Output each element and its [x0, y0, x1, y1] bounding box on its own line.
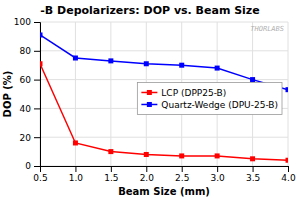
y-tick-label: 0: [25, 161, 31, 171]
x-axis-title: Beam Size (mm): [118, 186, 210, 197]
y-tick-label: 40: [20, 104, 32, 114]
series-marker: [73, 140, 78, 145]
x-tick-label: 0.5: [33, 173, 47, 183]
x-tick-mark: [146, 166, 147, 172]
series-marker: [215, 66, 220, 71]
x-tick: 3.5: [246, 166, 260, 183]
y-grid-line: [40, 50, 288, 51]
x-grid-line: [288, 22, 289, 166]
series-marker: [40, 61, 43, 66]
y-tick-mark: [34, 22, 40, 23]
series-marker: [286, 158, 289, 163]
y-tick: 80: [20, 46, 40, 56]
chart-svg: 0.5 1.0 1.5 2.0 2.5 3.0 3.5 4.0 0 20 40 60 80 100 THOR…: [0, 0, 300, 200]
y-tick: 100: [14, 17, 40, 27]
annotation: THORLABS: [250, 25, 284, 33]
legend: LCP (DPP25-B) Quartz-Wedge (DPU-25-B): [137, 82, 282, 114]
series-marker: [73, 56, 78, 61]
series-marker: [108, 58, 113, 63]
chart-container: 0.5 1.0 1.5 2.0 2.5 3.0 3.5 4.0 0 20 40 60 80 100 THOR…: [0, 0, 300, 200]
x-axis-line: [41, 167, 289, 173]
x-tick-label: 3.0: [210, 173, 225, 183]
grid: [40, 22, 288, 166]
series-marker: [179, 63, 184, 68]
x-tick-mark: [288, 166, 289, 172]
series-marker: [108, 149, 113, 154]
x-tick-mark: [253, 166, 254, 172]
series-marker: [40, 32, 43, 37]
x-tick: 1.0: [69, 166, 84, 183]
x-tick-mark: [111, 166, 112, 172]
series-marker: [286, 87, 289, 92]
y-tick-mark: [34, 166, 40, 167]
legend-label: LCP (DPP25-B): [161, 88, 226, 98]
x-tick: 2.0: [140, 166, 155, 183]
x-grid-line: [110, 22, 111, 166]
title: -B Depolarizers: DOP vs. Beam Size: [40, 4, 259, 17]
x-tick-mark: [217, 166, 218, 172]
y-tick-label: 80: [20, 46, 32, 56]
legend-box: [137, 82, 282, 114]
y-tick: 60: [20, 75, 40, 85]
series-marker: [179, 153, 184, 158]
y-tick-mark: [34, 51, 40, 52]
x-tick-label: 2.0: [140, 173, 155, 183]
y-axis: 0 20 40 60 80 100: [14, 17, 41, 171]
x-tick-label: 4.0: [281, 173, 296, 183]
y-tick-label: 60: [20, 75, 32, 85]
y-tick-label: 100: [14, 17, 31, 27]
plot-area: 0.5 1.0 1.5 2.0 2.5 3.0 3.5 4.0 0 20 40 60 80 100 THOR…: [14, 17, 296, 183]
series-line: [40, 35, 288, 90]
series-marker: [250, 77, 255, 82]
x-tick-label: 1.0: [69, 173, 84, 183]
x-axis: 0.5 1.0 1.5 2.0 2.5 3.0 3.5 4.0: [33, 166, 296, 183]
legend-marker: [147, 90, 152, 95]
x-tick-mark: [182, 166, 183, 172]
x-tick: 0.5: [33, 166, 47, 183]
x-tick: 3.0: [210, 166, 225, 183]
marks: [40, 32, 288, 162]
legend-marker: [147, 102, 152, 107]
y-tick: 40: [20, 104, 40, 114]
series-marker: [144, 61, 149, 66]
x-tick: 1.5: [104, 166, 118, 183]
x-tick: 2.5: [175, 166, 189, 183]
series-line: [40, 64, 288, 160]
x-tick-label: 3.5: [246, 173, 260, 183]
x-tick-label: 2.5: [175, 173, 189, 183]
y-tick-mark: [34, 137, 40, 138]
y-grid-line: [40, 22, 288, 23]
x-tick: 4.0: [281, 166, 296, 183]
legend-entry: Quartz-Wedge (DPU-25-B): [141, 100, 278, 110]
y-axis-line: [34, 23, 41, 167]
x-tick-label: 1.5: [104, 173, 118, 183]
legend-entry: LCP (DPP25-B): [141, 88, 226, 98]
x-tick-mark: [75, 166, 76, 172]
y-tick: 0: [25, 161, 40, 171]
y-tick-label: 20: [20, 133, 32, 143]
y-grid-line: [40, 137, 288, 138]
y-axis-title: DOP (%): [2, 71, 13, 118]
y-tick-mark: [34, 108, 40, 109]
y-tick: 20: [20, 133, 40, 143]
y-tick-mark: [34, 80, 40, 81]
series-marker: [215, 153, 220, 158]
legend-label: Quartz-Wedge (DPU-25-B): [161, 100, 278, 110]
series-marker: [250, 156, 255, 161]
series-marker: [144, 152, 149, 157]
